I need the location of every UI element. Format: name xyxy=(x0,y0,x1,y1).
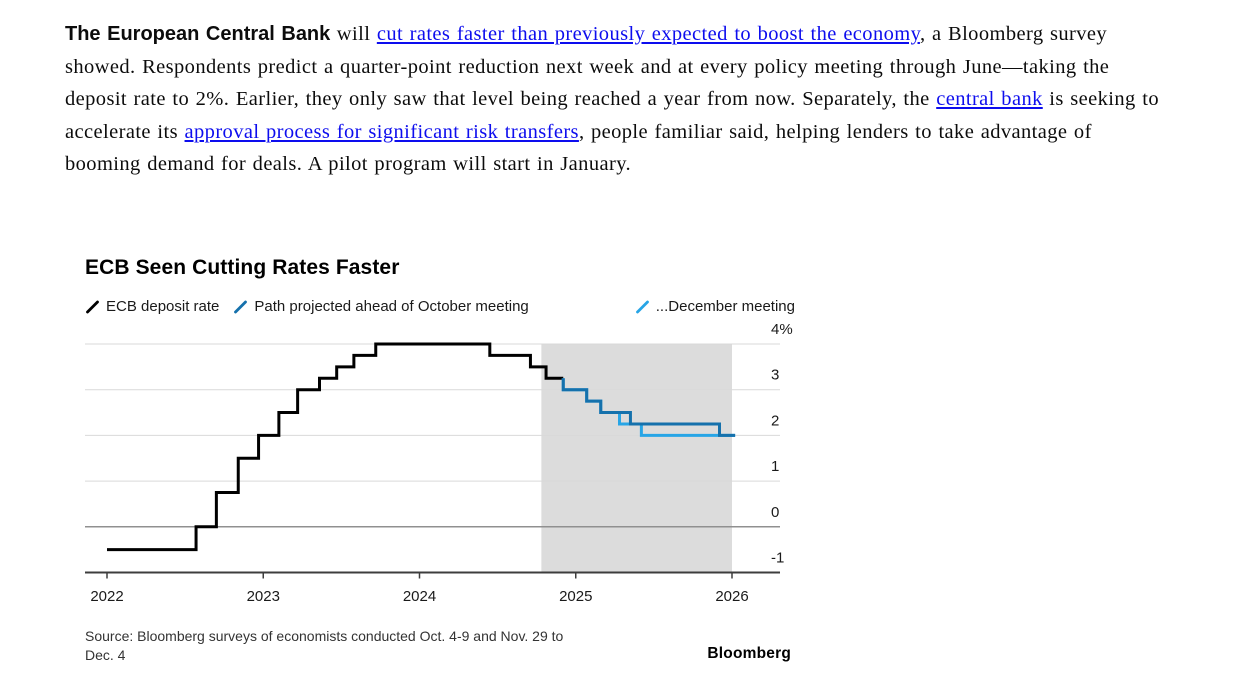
line-swatch-icon xyxy=(635,300,649,314)
line-swatch-icon xyxy=(234,300,248,314)
chart-title: ECB Seen Cutting Rates Faster xyxy=(85,256,400,279)
legend-label: Path projected ahead of October meeting xyxy=(254,298,529,315)
x-axis-tick-label: 2025 xyxy=(559,588,592,605)
series-line-0 xyxy=(107,342,564,552)
article-text: , people familiar said, helping lenders … xyxy=(65,120,1092,176)
article-text: , a Bloomberg survey showed. Respondents… xyxy=(65,23,1110,111)
legend-item-december-path: ...December meeting xyxy=(635,298,795,316)
article-link-central-bank[interactable]: central bank xyxy=(936,88,1043,111)
y-axis-tick-label: 3 xyxy=(771,367,779,384)
article-lead-bold: The European Central Bank xyxy=(65,23,331,45)
article-link-risk-transfers[interactable]: approval process for significant risk tr… xyxy=(184,120,579,143)
chart-legend: ECB deposit rate Path projected ahead of… xyxy=(85,298,795,316)
bloomberg-logo: Bloomberg xyxy=(707,645,791,662)
source-note: Source: Bloomberg surveys of economists … xyxy=(85,627,563,665)
rate-chart: 4% 3 2 1 0 -1 2022 2023 2024 2025 2026 xyxy=(85,321,793,605)
y-axis-tick-label: 0 xyxy=(771,504,779,521)
source-line: Dec. 4 xyxy=(85,647,126,663)
chart-footer: Source: Bloomberg surveys of economists … xyxy=(85,627,791,665)
article-text: is seeking to accelerate its xyxy=(65,88,1159,143)
x-axis-tick-label: 2026 xyxy=(715,588,748,605)
x-axis-tick-label: 2024 xyxy=(403,588,436,605)
article-paragraph: The European Central Bank will cut rates… xyxy=(65,18,1170,181)
x-axis-tick-label: 2023 xyxy=(247,588,280,605)
legend-item-deposit-rate: ECB deposit rate xyxy=(85,298,219,316)
projection-shaded-region xyxy=(541,344,732,573)
line-swatch-icon xyxy=(86,300,99,314)
y-axis-tick-label: -1 xyxy=(771,550,784,567)
y-axis-tick-label: 1 xyxy=(771,458,779,475)
y-axis-tick-label: 4% xyxy=(771,321,793,338)
source-line: Source: Bloomberg surveys of economists … xyxy=(85,628,564,644)
y-axis-tick-label: 2 xyxy=(771,412,779,429)
series-line-1 xyxy=(561,378,736,437)
legend-label: ...December meeting xyxy=(655,298,795,315)
x-axis-tick-label: 2022 xyxy=(90,588,123,605)
legend-item-october-path: Path projected ahead of October meeting xyxy=(233,298,529,316)
article-link-rate-cuts[interactable]: cut rates faster than previously expecte… xyxy=(376,23,920,45)
article-text: will xyxy=(330,23,377,45)
legend-label: ECB deposit rate xyxy=(106,298,220,315)
